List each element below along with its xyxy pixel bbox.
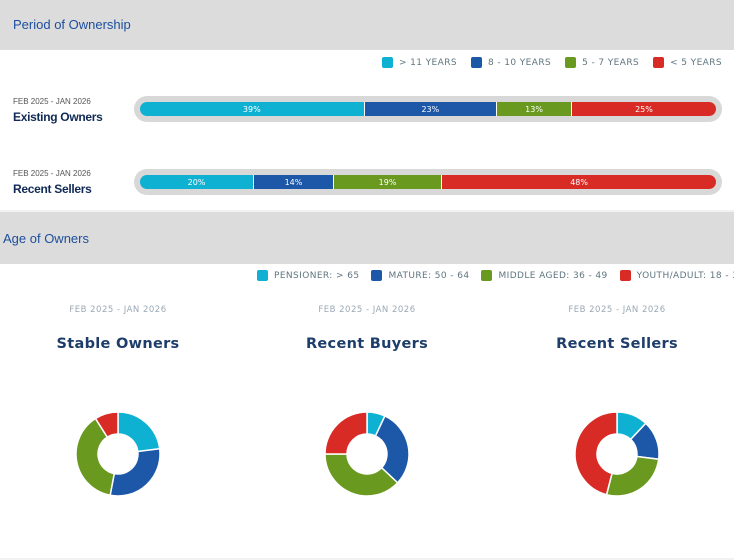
donut-slice-middle-aged bbox=[325, 453, 399, 496]
bar-segment-8-10-years: 23% bbox=[364, 102, 498, 116]
legend-swatch bbox=[619, 270, 631, 281]
legend-swatch bbox=[565, 57, 577, 68]
legend-label: > 11 YEARS bbox=[398, 57, 457, 68]
legend-label: 5 - 7 YEARS bbox=[582, 57, 640, 68]
legend-item-pensioner: PENSIONER: > 65 bbox=[257, 270, 359, 281]
age-panel bbox=[0, 264, 734, 558]
age-legend: PENSIONER: > 65 MATURE: 50 - 64 MIDDLE A… bbox=[257, 270, 734, 281]
bar-segment-over-11-years: 39% bbox=[140, 102, 365, 116]
donut-slice-youth-adult bbox=[325, 412, 368, 455]
stable-owners-date: FEB 2025 - JAN 2026 bbox=[69, 305, 167, 315]
donut-slice-youth-adult bbox=[575, 412, 618, 496]
legend-swatch bbox=[481, 270, 493, 281]
recent-buyers-date: FEB 2025 - JAN 2026 bbox=[318, 305, 416, 315]
recent-sellers-date: FEB 2025 - JAN 2026 bbox=[13, 169, 91, 178]
ownership-section-header: Period of Ownership bbox=[0, 0, 734, 50]
stable-owners-title: Stable Owners bbox=[56, 336, 180, 352]
donut-slice-middle-aged bbox=[76, 417, 116, 496]
recent-sellers-bar-inner: 20% 14% 19% 48% bbox=[140, 175, 716, 189]
donut-slice-mature bbox=[109, 447, 160, 496]
legend-swatch bbox=[381, 57, 393, 68]
stable-owners-chart: FEB 2025 - JAN 2026 Stable Owners bbox=[8, 305, 228, 496]
recent-sellers-chart: FEB 2025 - JAN 2026 Recent Sellers bbox=[507, 305, 727, 496]
legend-swatch bbox=[371, 270, 383, 281]
ownership-section-title: Period of Ownership bbox=[13, 17, 131, 32]
legend-item-5-7-years: 5 - 7 YEARS bbox=[565, 57, 639, 68]
legend-swatch bbox=[470, 57, 482, 68]
recent-sellers-label: Recent Sellers bbox=[13, 182, 92, 196]
donut-slice-middle-aged bbox=[605, 455, 659, 496]
legend-label: YOUTH/ADULT: 18 - 35 bbox=[636, 270, 734, 281]
bar-segment-under-5-years: 25% bbox=[571, 102, 716, 116]
legend-item-under-5-years: < 5 YEARS bbox=[653, 57, 722, 68]
recent-sellers-bar: 20% 14% 19% 48% bbox=[134, 169, 722, 195]
legend-item-youth-adult: YOUTH/ADULT: 18 - 35 bbox=[619, 270, 734, 281]
donut-slice-pensioner bbox=[117, 412, 160, 453]
recent-buyers-chart: FEB 2025 - JAN 2026 Recent Buyers bbox=[257, 305, 477, 496]
legend-label: 8 - 10 YEARS bbox=[487, 57, 552, 68]
recent-sellers-age-date: FEB 2025 - JAN 2026 bbox=[568, 305, 666, 315]
legend-label: MATURE: 50 - 64 bbox=[388, 270, 470, 281]
existing-owners-bar-inner: 39% 23% 13% 25% bbox=[140, 102, 716, 116]
existing-owners-label: Existing Owners bbox=[13, 110, 103, 124]
ownership-legend: > 11 YEARS 8 - 10 YEARS 5 - 7 YEARS < 5 … bbox=[368, 57, 722, 68]
recent-buyers-donut bbox=[325, 412, 409, 496]
stable-owners-donut bbox=[76, 412, 160, 496]
age-section-title: Age of Owners bbox=[3, 231, 89, 246]
age-section-header: Age of Owners bbox=[0, 212, 734, 264]
existing-owners-bar: 39% 23% 13% 25% bbox=[134, 96, 722, 122]
recent-buyers-title: Recent Buyers bbox=[305, 336, 429, 352]
recent-sellers-age-title: Recent Sellers bbox=[556, 336, 678, 352]
recent-sellers-donut bbox=[575, 412, 659, 496]
legend-label: < 5 YEARS bbox=[670, 57, 722, 68]
existing-owners-date: FEB 2025 - JAN 2026 bbox=[13, 97, 91, 106]
bar-segment-8-10-years: 14% bbox=[254, 175, 334, 189]
legend-label: PENSIONER: > 65 bbox=[274, 270, 360, 281]
legend-swatch bbox=[653, 57, 665, 68]
legend-item-mature: MATURE: 50 - 64 bbox=[371, 270, 469, 281]
bar-segment-over-11-years: 20% bbox=[140, 175, 255, 189]
bar-segment-under-5-years: 48% bbox=[442, 175, 716, 189]
legend-item-8-10-years: 8 - 10 YEARS bbox=[470, 57, 552, 68]
legend-swatch bbox=[257, 270, 268, 281]
legend-item-over-11-years: > 11 YEARS bbox=[381, 57, 457, 68]
legend-item-middle-aged: MIDDLE AGED: 36 - 49 bbox=[481, 270, 607, 281]
bar-segment-5-7-years: 13% bbox=[497, 102, 572, 116]
donut-slice-youth-adult bbox=[94, 412, 119, 439]
legend-label: MIDDLE AGED: 36 - 49 bbox=[498, 270, 608, 281]
bar-segment-5-7-years: 19% bbox=[333, 175, 443, 189]
